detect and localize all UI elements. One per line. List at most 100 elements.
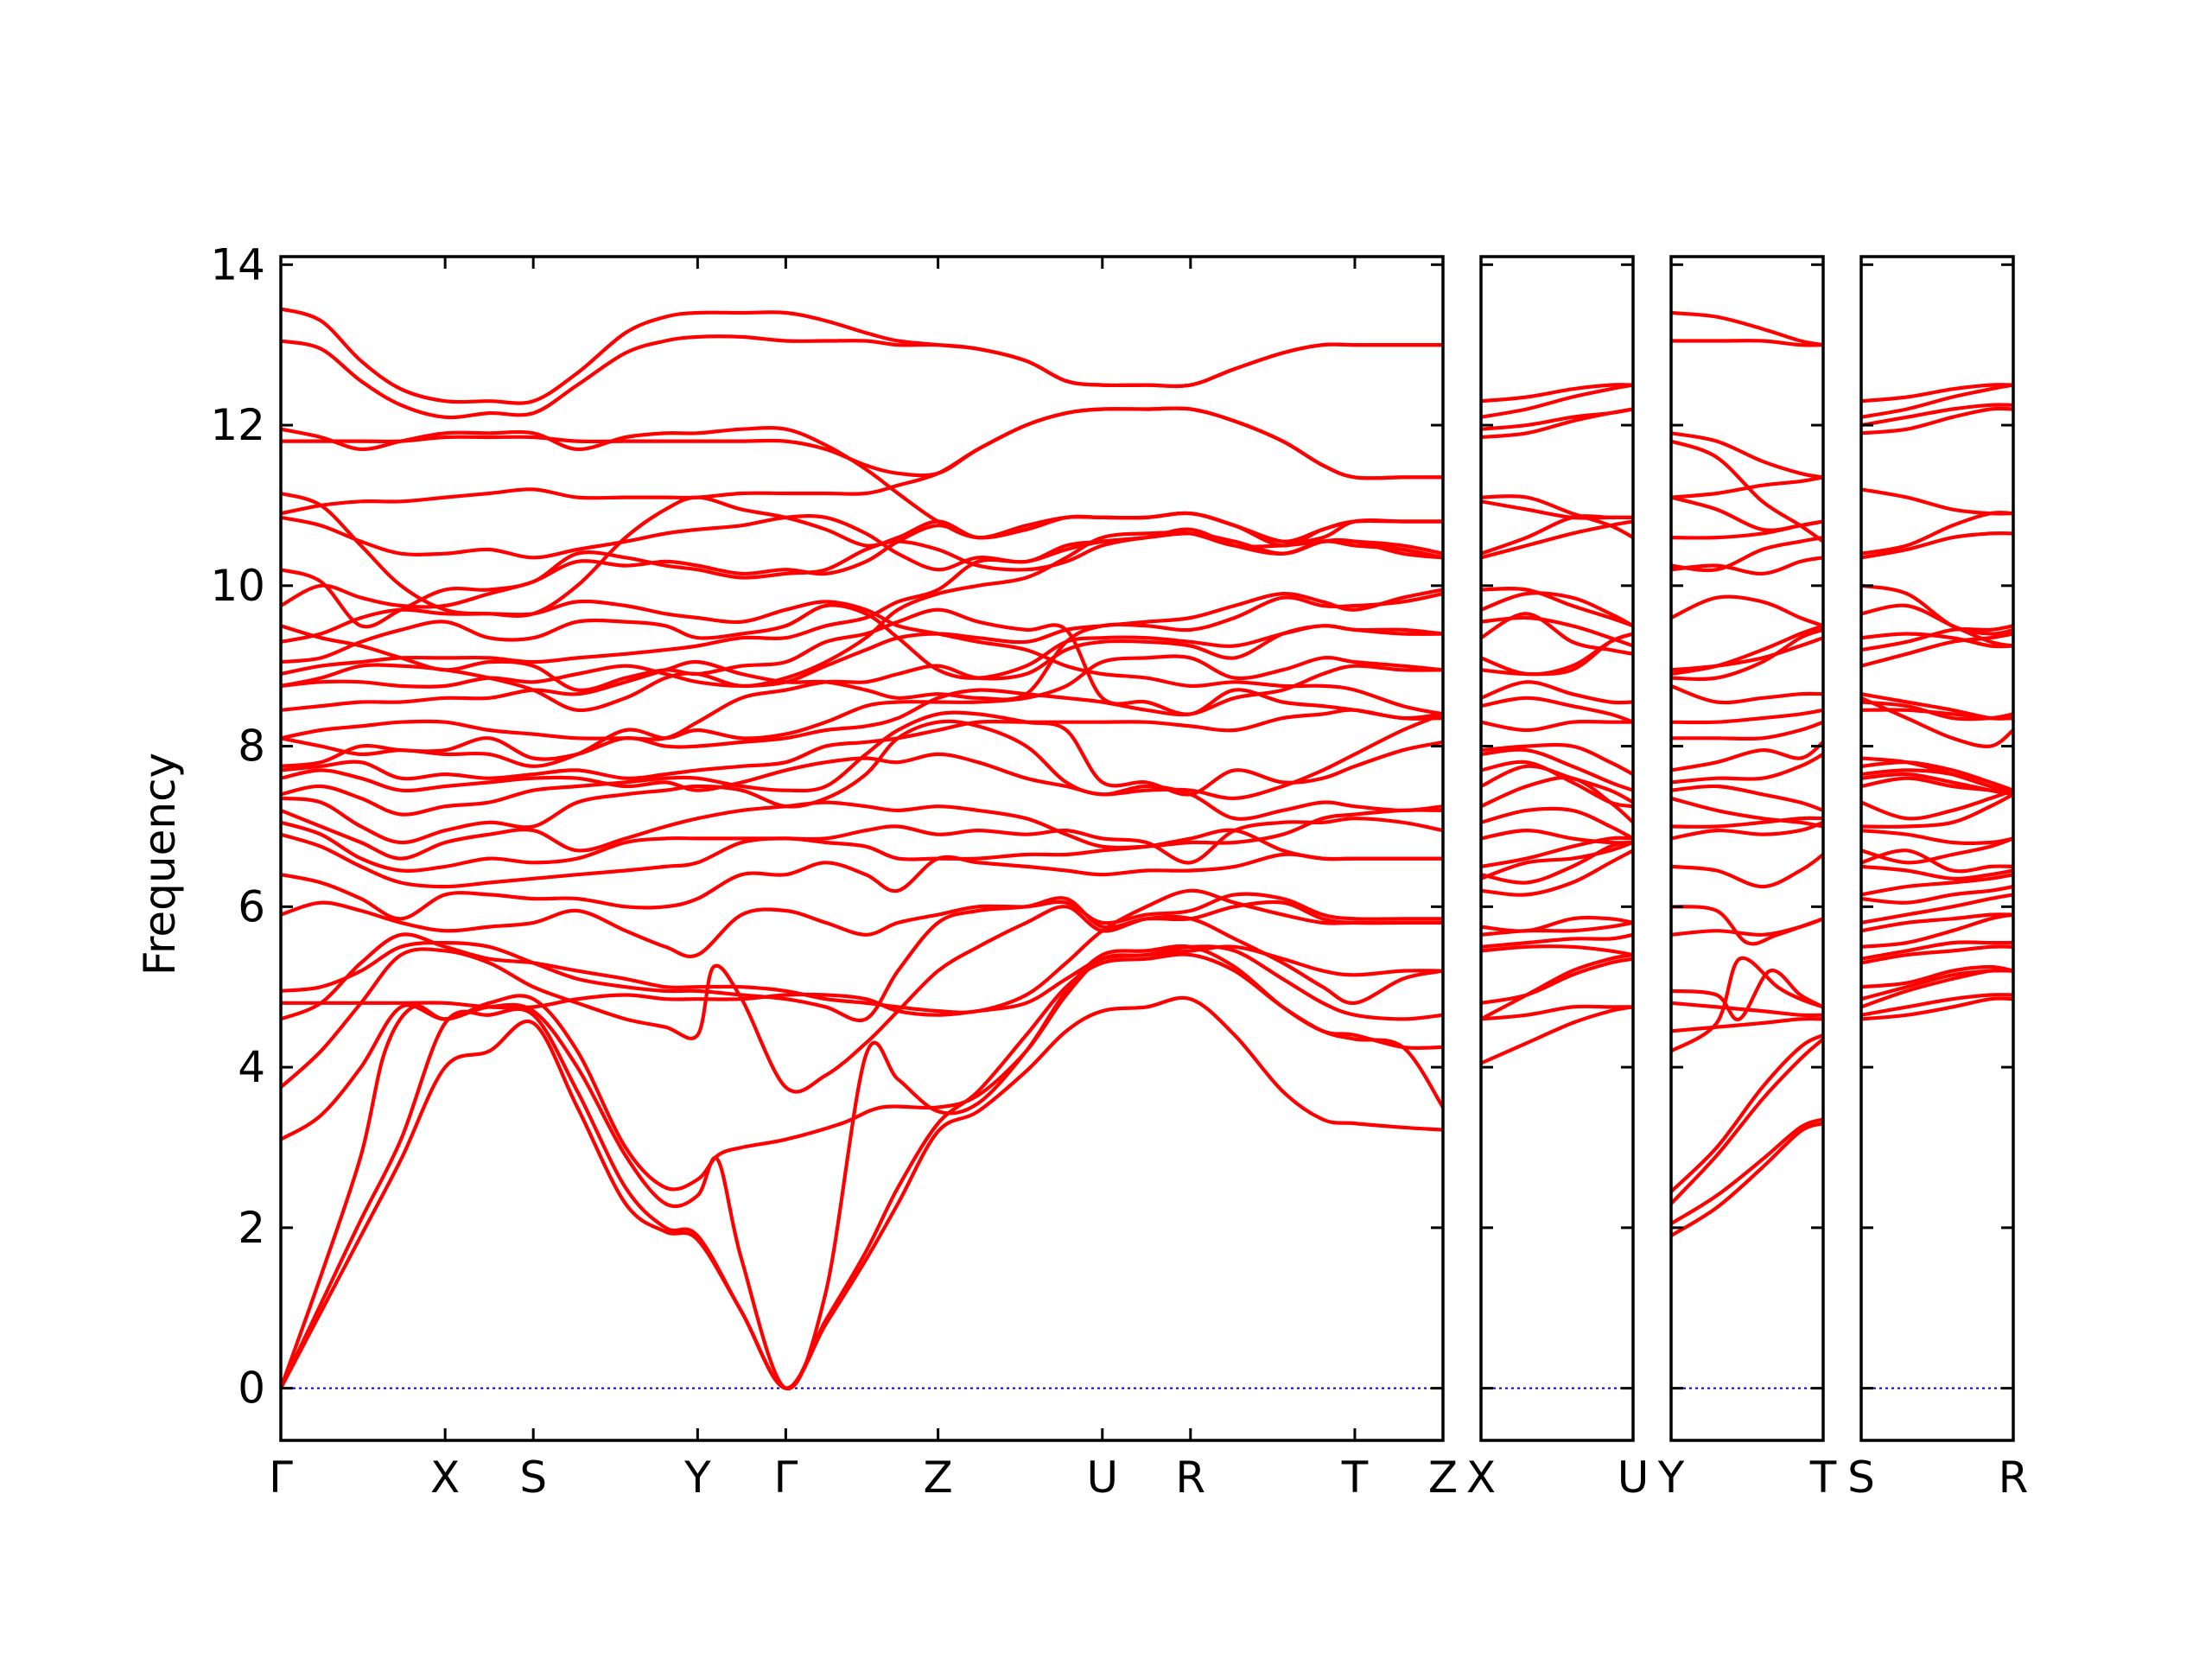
band-line <box>281 896 1443 1023</box>
band-line <box>281 588 1443 689</box>
band-line <box>1481 494 1633 540</box>
high-symmetry-label: S <box>1847 1452 1875 1503</box>
band-line <box>1481 407 1633 431</box>
panel-frame <box>1479 255 1635 1442</box>
band-line <box>1481 932 1633 949</box>
band-group <box>1861 383 2013 1021</box>
band-line <box>1481 591 1633 628</box>
y-tick-label: 8 <box>238 721 265 772</box>
band-line <box>1481 383 1633 404</box>
band-line <box>281 852 1443 921</box>
high-symmetry-label: Z <box>923 1452 952 1503</box>
band-line <box>1671 969 1823 1021</box>
band-line <box>1861 964 2013 989</box>
band-line <box>1861 696 2013 748</box>
band-line <box>1481 519 1633 560</box>
panel-frame <box>279 255 1445 1442</box>
band-line <box>1481 383 1633 419</box>
band-line <box>1861 632 2013 649</box>
band-line <box>1671 752 1823 785</box>
band-line <box>1481 840 1633 880</box>
band-line <box>1481 632 1633 677</box>
band-line <box>1481 615 1633 648</box>
band-group <box>281 307 1443 1391</box>
band-line <box>1861 792 2013 829</box>
band-line <box>281 603 1443 680</box>
band-line <box>281 817 1443 873</box>
band-line <box>1671 720 1823 741</box>
band-line <box>1671 594 1823 628</box>
panel-1: 0 2 4 6 8 10 12 14 Γ X S Y Γ Z U R T Z <box>210 239 1458 1503</box>
band-line <box>1481 499 1633 520</box>
panel-frame <box>1859 255 2015 1442</box>
band-line <box>1861 996 2013 1021</box>
band-line <box>1671 431 1823 480</box>
high-symmetry-label: U <box>1086 1452 1118 1503</box>
band-line <box>1861 940 2013 961</box>
band-line <box>1481 829 1633 845</box>
band-line <box>281 944 1443 1017</box>
band-line <box>281 719 1443 845</box>
band-line <box>281 828 1443 889</box>
band-line <box>1671 683 1823 705</box>
band-line <box>1671 1001 1823 1018</box>
high-symmetry-label: U <box>1618 1452 1649 1503</box>
band-line <box>1481 836 1633 868</box>
y-tick-label: 12 <box>210 400 265 450</box>
band-line <box>1481 953 1633 1021</box>
band-line <box>1861 993 2013 1017</box>
band-line <box>1861 884 2013 905</box>
band-line <box>1671 796 1823 829</box>
band-line <box>1671 1033 1823 1194</box>
band-line <box>1861 583 2013 636</box>
band-line <box>1861 756 2013 792</box>
band-line <box>1671 536 1823 573</box>
y-tick-label: 6 <box>238 881 265 931</box>
band-line <box>1481 944 1633 957</box>
band-line <box>1671 1122 1823 1238</box>
band-line <box>1671 636 1823 672</box>
band-line <box>281 708 1443 781</box>
band-line <box>281 905 1443 1094</box>
band-line <box>1861 624 2013 652</box>
band-line <box>281 607 1443 721</box>
band-line <box>281 712 1443 801</box>
band-line <box>1671 816 1823 829</box>
band-line <box>1861 760 2013 792</box>
band-line <box>1481 806 1633 841</box>
band-line <box>281 664 1443 768</box>
y-tick-label: 14 <box>210 239 265 289</box>
band-line <box>1861 912 2013 933</box>
high-symmetry-label: S <box>519 1452 547 1503</box>
band-line <box>1671 495 1823 532</box>
band-line <box>1671 439 1823 543</box>
band-line <box>1481 742 1633 777</box>
band-line <box>281 511 1443 609</box>
band-line <box>281 406 1443 480</box>
band-line <box>1481 680 1633 705</box>
band-line <box>1481 764 1633 804</box>
high-symmetry-label: X <box>1466 1452 1496 1503</box>
band-line <box>1481 514 1633 556</box>
band-line <box>1671 852 1823 889</box>
band-line <box>1861 603 2013 648</box>
band-line <box>1671 475 1823 499</box>
band-line <box>281 892 1443 959</box>
band-line <box>1481 747 1633 792</box>
high-symmetry-label: Γ <box>773 1452 798 1503</box>
band-line <box>1861 632 2013 668</box>
band-line <box>281 710 1443 817</box>
y-tick-label: 0 <box>238 1363 265 1414</box>
band-line <box>281 952 1443 1390</box>
band-line <box>1861 969 2013 1001</box>
panel-frame <box>1669 255 1825 1442</box>
band-line <box>1861 772 2013 797</box>
high-symmetry-label: Y <box>683 1452 711 1503</box>
high-symmetry-label: R <box>1175 1452 1205 1503</box>
band-line <box>1671 820 1823 841</box>
band-line <box>1481 760 1633 809</box>
band-line <box>1861 406 2013 435</box>
y-axis-label: Frequency <box>135 753 185 976</box>
